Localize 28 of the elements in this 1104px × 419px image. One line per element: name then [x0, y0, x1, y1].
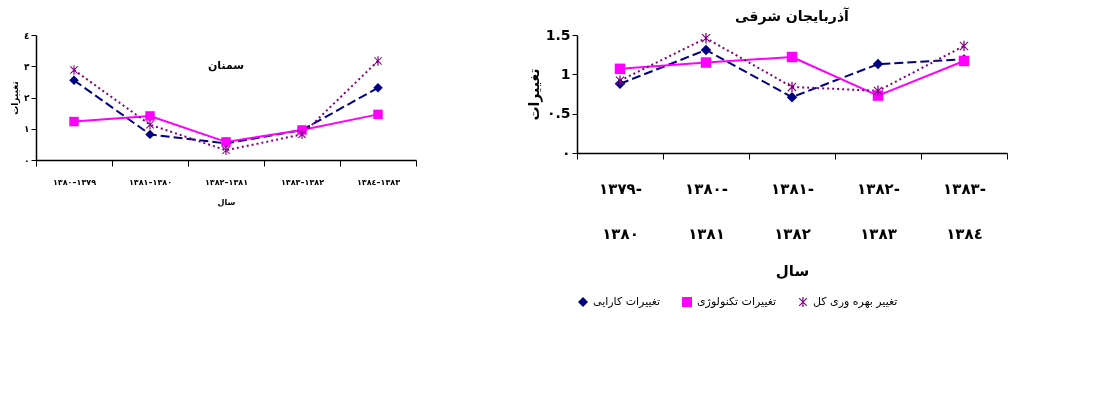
x-tick-label: ١٣٨٢–١٣٨٣	[280, 177, 325, 187]
x-tick-label: ١٣٨١–١٣٨٢	[204, 177, 249, 187]
category-label: ١٣٨٣- ١٣٨٤	[943, 179, 986, 243]
category-label: ١٣٨٠- ١٣٨١	[685, 179, 728, 243]
y-tick-label: ٠	[24, 155, 30, 166]
text: سمنان	[207, 59, 245, 72]
y-tick-label: ٢	[24, 93, 30, 103]
legend-label: تغییرات تکنولوژی	[697, 295, 777, 308]
category-label: ١٣٨١- ١٣٨٢	[771, 179, 814, 243]
x-tick-label: ١٣٨٠–١٣٨١	[128, 177, 173, 187]
y-tick-label: 1.5	[545, 26, 571, 43]
y-tick-label: ١	[24, 124, 30, 135]
chart-title: آذربایجان شرقی	[735, 7, 851, 25]
y-tick-label: ٣	[24, 61, 30, 72]
x-tick-label: ١٣٨٣–١٣٨٤	[356, 177, 401, 187]
y-axis-title: تغییرات	[525, 68, 543, 121]
legend-label: تغییرات کارایی	[593, 295, 661, 308]
y-axis-title: تغییرات	[10, 81, 22, 115]
legend-label: تغییر بهره وری کل	[813, 295, 898, 308]
y-tick-label: ٠.5	[546, 105, 571, 122]
x-axis-title: سال	[217, 197, 236, 207]
x-axis-title: سال	[775, 261, 810, 280]
y-tick-label: ٤	[24, 30, 30, 41]
y-tick-label: ٠	[561, 144, 571, 161]
y-tick-label: 1	[560, 65, 571, 82]
category-label: ١٣٧٩- ١٣٨٠	[599, 179, 642, 243]
x-tick-label: ١٣٧٩–١٣٨٠	[52, 177, 97, 187]
category-label: ١٣٨٢- ١٣٨٣	[857, 179, 900, 243]
